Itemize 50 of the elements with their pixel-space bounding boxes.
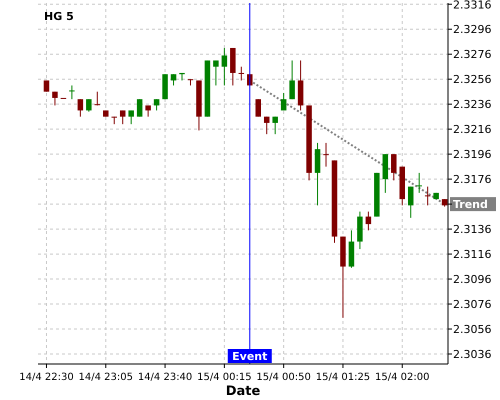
candlestick <box>408 186 414 218</box>
x-tick-label: 15/4 01:25 <box>316 372 370 383</box>
y-tick-label: 2.3236 <box>453 98 492 112</box>
candlestick <box>94 91 100 106</box>
candlestick <box>222 47 228 86</box>
y-tick-label: 2.3316 <box>453 0 492 12</box>
candlestick <box>416 172 422 194</box>
y-tick-label: 2.3276 <box>453 48 492 62</box>
candlestick <box>366 211 372 231</box>
candlestick <box>323 142 329 168</box>
candlestick <box>86 98 92 112</box>
x-tick-label: 14/4 23:40 <box>138 372 192 383</box>
candlestick <box>314 142 320 206</box>
y-tick-label: 2.3076 <box>453 298 492 312</box>
series-label: Trend <box>453 198 488 212</box>
candlestick <box>154 98 160 111</box>
x-tick-label: 14/4 22:30 <box>19 372 74 383</box>
ref-line-label: Event <box>232 350 268 363</box>
candlestick <box>238 66 244 81</box>
y-tick-label: 2.3216 <box>453 123 492 136</box>
x-tick-label: 15/4 00:50 <box>256 372 311 383</box>
x-tick-label: 15/4 00:15 <box>197 372 252 383</box>
candlestick <box>136 98 142 118</box>
candlestick <box>272 116 278 135</box>
candlestick <box>120 110 126 125</box>
candlestick <box>280 92 286 111</box>
y-tick-label: 2.3116 <box>453 248 492 262</box>
y-tick-label: 2.3056 <box>453 323 492 336</box>
y-tick-label: 2.3176 <box>453 173 492 186</box>
candlestick <box>170 74 176 86</box>
x-tick-label: 14/4 23:05 <box>78 372 133 383</box>
candlestick <box>78 98 84 118</box>
y-tick-label: 2.3196 <box>453 148 492 162</box>
text: HG 5 <box>44 10 74 23</box>
candlestick <box>255 98 261 118</box>
y-tick-label: 2.3296 <box>453 23 492 36</box>
candlestick <box>289 60 295 100</box>
candlestick <box>264 116 270 135</box>
candlestick <box>391 154 397 181</box>
candlestick <box>52 91 58 106</box>
y-tick-label: 2.3136 <box>453 223 492 236</box>
x-axis-title: Date <box>226 384 260 399</box>
x-tick-label: 15/4 02:00 <box>375 372 430 383</box>
y-tick-label: 2.3036 <box>453 348 492 362</box>
candlestick <box>128 110 134 125</box>
candlestick <box>424 186 430 206</box>
candlestick <box>69 84 75 100</box>
y-tick-label: 2.3256 <box>453 73 492 86</box>
y-tick-label: 2.3096 <box>453 273 492 286</box>
candlestick <box>213 60 219 86</box>
